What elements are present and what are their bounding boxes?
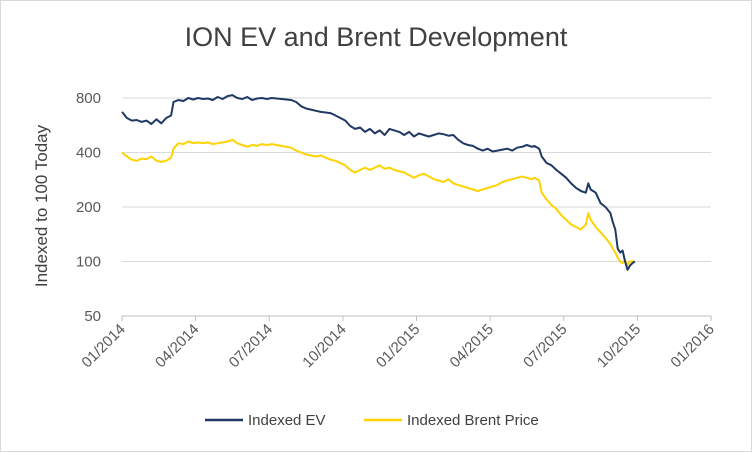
x-tick-label: 10/2014: [299, 321, 349, 371]
series-line-indexed-ev: [121, 94, 636, 271]
series-lines: [121, 94, 636, 271]
y-tick-label: 800: [76, 90, 101, 107]
x-tick-label: 01/2016: [667, 321, 717, 371]
y-axis-ticks: 50 100 200 400 800: [76, 90, 101, 325]
y-axis-title: Indexed to 100 Today: [32, 124, 51, 287]
x-tick-label: 07/2014: [226, 321, 276, 371]
x-tick-label: 01/2015: [373, 321, 423, 371]
legend-label-indexed-ev: Indexed EV: [248, 412, 326, 429]
y-tick-label: 200: [76, 199, 101, 216]
y-tick-label: 400: [76, 145, 101, 162]
y-tick-label: 100: [76, 254, 101, 271]
legend-label-indexed-brent-price: Indexed Brent Price: [407, 412, 539, 429]
series-line-indexed-brent-price: [121, 138, 635, 266]
gridlines: [122, 97, 711, 317]
legend: Indexed EV Indexed Brent Price: [205, 412, 539, 429]
x-axis-ticks: 01/2014 04/2014 07/2014 10/2014 01/2015 04/20…: [78, 316, 718, 371]
x-tick-label: 01/2014: [78, 321, 128, 371]
chart-title: ION EV and Brent Development: [185, 22, 568, 52]
y-tick-label: 50: [84, 308, 101, 325]
x-tick-label: 10/2015: [594, 321, 644, 371]
x-tick-label: 04/2014: [152, 321, 202, 371]
x-tick-label: 04/2015: [447, 321, 497, 371]
x-tick-label: 07/2015: [520, 321, 570, 371]
